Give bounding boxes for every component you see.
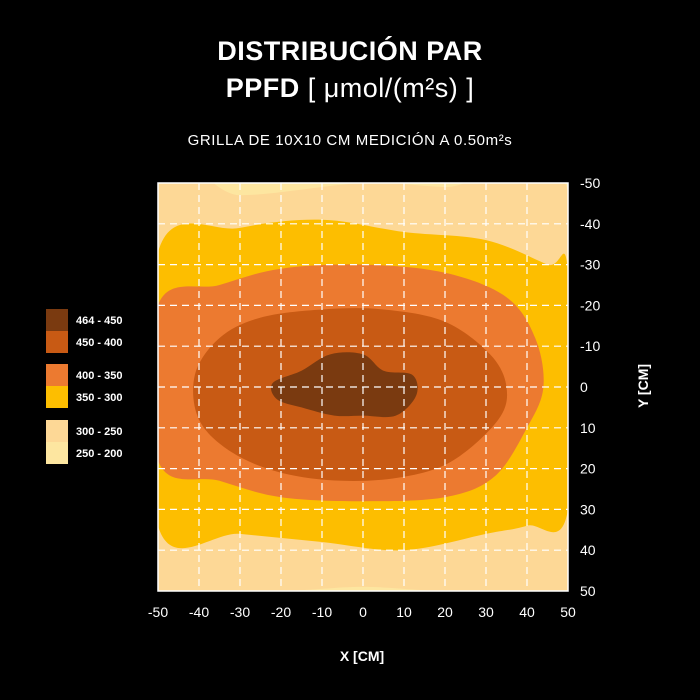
x-tick-label: 10 [396,604,412,620]
y-tick-label: -30 [580,257,600,273]
legend-label: 300 - 250 [76,426,122,438]
x-tick-label: 20 [437,604,453,620]
y-tick-label: 10 [580,420,596,436]
legend-label: 350 - 300 [76,392,122,404]
legend-label: 250 - 200 [76,448,122,460]
y-tick-label: 50 [580,583,596,599]
y-tick-label: 0 [580,379,588,395]
x-axis-label: X [CM] [339,648,385,664]
y-tick-label: 30 [580,501,596,517]
y-tick-label: -40 [580,216,600,232]
y-axis-label: Y [CM] [635,363,651,409]
y-tick-label: -50 [580,175,600,191]
x-tick-label: -10 [312,604,332,620]
legend-swatch [46,331,68,353]
chart-title-line2: PPFD [ μmol/(m²s) ] [0,73,700,104]
x-tick-label: -40 [189,604,209,620]
x-tick-label: -20 [271,604,291,620]
x-tick-label: -30 [230,604,250,620]
x-tick-label: -50 [148,604,168,620]
legend-swatch [46,420,68,442]
legend-swatch [46,442,68,464]
legend-swatch [46,364,68,386]
title-unit: [ μmol/(m²s) ] [307,73,475,103]
y-tick-label: -10 [580,338,600,354]
legend-swatch [46,309,68,331]
legend-label: 450 - 400 [76,337,122,349]
x-tick-label: 0 [359,604,367,620]
x-tick-label: 30 [478,604,494,620]
chart-subtitle: GRILLA DE 10X10 CM MEDICIÓN A 0.50m²s [187,132,513,149]
y-tick-label: 40 [580,542,596,558]
legend-label: 464 - 450 [76,315,122,327]
x-tick-label: 50 [560,604,576,620]
x-tick-label: 40 [519,604,535,620]
title-ppfd: PPFD [225,73,300,103]
y-tick-label: -20 [580,297,600,313]
legend-swatch [46,386,68,408]
plot-frame [157,182,569,592]
contour-region-450 [270,352,418,418]
chart-title-line1: DISTRIBUCIÓN PAR [217,36,483,66]
legend-label: 400 - 350 [76,370,122,382]
y-tick-label: 20 [580,461,596,477]
